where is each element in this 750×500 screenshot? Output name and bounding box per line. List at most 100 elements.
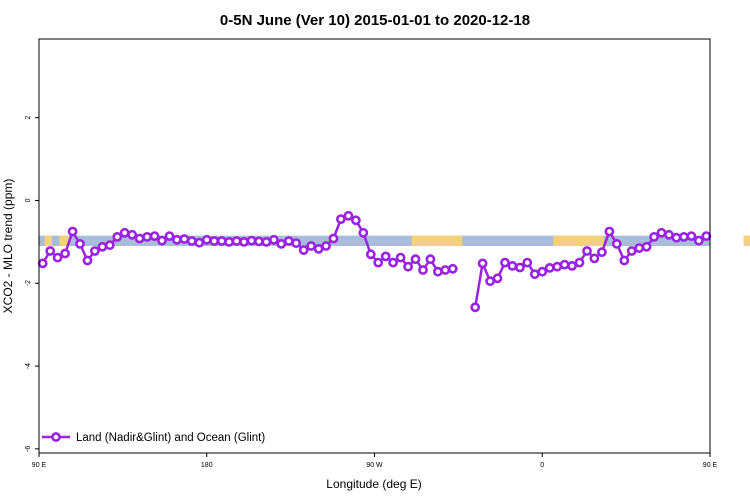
data-point bbox=[507, 260, 518, 271]
land-band-segment bbox=[59, 235, 69, 246]
y-tick-label: 2 bbox=[25, 116, 32, 120]
data-point bbox=[537, 266, 548, 277]
data-point bbox=[567, 260, 577, 271]
data-point bbox=[626, 246, 637, 256]
data-point bbox=[477, 258, 488, 269]
x-tick-label: 0 bbox=[540, 462, 544, 469]
data-point bbox=[589, 253, 600, 264]
data-point bbox=[52, 252, 63, 263]
data-point bbox=[67, 226, 78, 237]
data-point bbox=[335, 214, 346, 224]
data-point bbox=[425, 254, 436, 265]
data-point bbox=[97, 241, 108, 252]
y-tick-label: -2 bbox=[25, 280, 32, 286]
data-point bbox=[104, 240, 115, 251]
data-point bbox=[515, 262, 525, 273]
data-point bbox=[224, 236, 234, 247]
chart-title: 0-5N June (Ver 10) 2015-01-01 to 2020-12… bbox=[220, 12, 530, 29]
data-point bbox=[418, 265, 428, 275]
data-point bbox=[201, 234, 212, 245]
series-layer bbox=[37, 210, 712, 313]
data-point bbox=[686, 231, 697, 241]
data-point bbox=[157, 235, 167, 246]
data-point bbox=[127, 229, 138, 240]
data-point bbox=[500, 257, 510, 268]
data-point bbox=[373, 257, 384, 268]
data-point bbox=[559, 259, 570, 270]
legend-entry: Land (Nadir&Glint) and Ocean (Glint) bbox=[76, 432, 265, 444]
data-point bbox=[142, 231, 152, 242]
data-point bbox=[432, 266, 443, 277]
land-ocean-band bbox=[39, 235, 750, 246]
data-point bbox=[410, 254, 421, 265]
x-tick-label: 90 E bbox=[32, 462, 47, 469]
data-point bbox=[321, 241, 331, 251]
x-tick-label: 90 W bbox=[366, 462, 383, 469]
data-point bbox=[60, 248, 70, 259]
data-point bbox=[149, 231, 160, 241]
y-tick-label: -6 bbox=[25, 446, 32, 452]
data-point bbox=[112, 231, 123, 242]
data-point bbox=[395, 252, 406, 263]
data-point bbox=[171, 234, 182, 245]
data-point bbox=[231, 236, 242, 246]
data-point bbox=[216, 236, 227, 246]
data-point bbox=[403, 261, 413, 272]
data-point bbox=[268, 234, 279, 245]
data-point bbox=[119, 227, 130, 238]
x-tick-label: 90 E bbox=[703, 462, 718, 469]
y-tick-label: 0 bbox=[25, 198, 32, 202]
data-point bbox=[656, 227, 667, 238]
data-point bbox=[164, 231, 175, 241]
data-point bbox=[634, 243, 645, 253]
data-point bbox=[470, 302, 481, 313]
data-point bbox=[388, 257, 398, 268]
land-band-segment bbox=[411, 235, 463, 246]
data-point bbox=[701, 231, 712, 241]
y-tick-label: -4 bbox=[25, 363, 32, 369]
data-point bbox=[604, 226, 615, 237]
data-point bbox=[253, 236, 264, 247]
data-point bbox=[529, 269, 540, 280]
data-point bbox=[82, 255, 93, 266]
data-point bbox=[276, 238, 287, 249]
data-point bbox=[343, 210, 354, 221]
data-point bbox=[693, 235, 704, 246]
x-axis: 90 E 180 90 W 0 90 E bbox=[32, 453, 718, 469]
data-point bbox=[641, 241, 652, 252]
data-point bbox=[179, 234, 190, 244]
data-point bbox=[597, 247, 607, 258]
legend: Land (Nadir&Glint) and Ocean (Glint) bbox=[42, 432, 265, 444]
data-point bbox=[186, 236, 197, 246]
data-point bbox=[679, 231, 689, 242]
data-point bbox=[90, 246, 100, 256]
data-point bbox=[350, 215, 361, 226]
data-point bbox=[522, 257, 533, 268]
data-point bbox=[649, 231, 659, 242]
land-band-segment bbox=[743, 235, 750, 246]
data-point bbox=[611, 238, 622, 249]
y-axis-label: XCO2 - MLO trend (ppm) bbox=[1, 179, 15, 314]
data-point bbox=[380, 251, 391, 262]
data-point bbox=[447, 263, 458, 274]
data-point bbox=[261, 236, 272, 247]
data-point bbox=[619, 255, 630, 266]
ocean-band bbox=[39, 235, 710, 246]
legend-marker bbox=[51, 432, 61, 442]
land-band-segment bbox=[553, 235, 604, 246]
data-point bbox=[671, 232, 682, 243]
data-point bbox=[45, 246, 56, 256]
data-point bbox=[194, 237, 205, 248]
data-point bbox=[328, 233, 339, 244]
y-axis: 2 0 -2 -4 -6 bbox=[25, 116, 39, 452]
data-point bbox=[134, 233, 145, 244]
data-point bbox=[582, 246, 592, 256]
data-point bbox=[306, 241, 316, 251]
data-point bbox=[291, 238, 302, 248]
data-point bbox=[246, 235, 257, 246]
data-point bbox=[492, 273, 503, 284]
data-point bbox=[358, 227, 369, 238]
data-point bbox=[440, 265, 451, 275]
x-tick-label: 180 bbox=[201, 462, 213, 469]
